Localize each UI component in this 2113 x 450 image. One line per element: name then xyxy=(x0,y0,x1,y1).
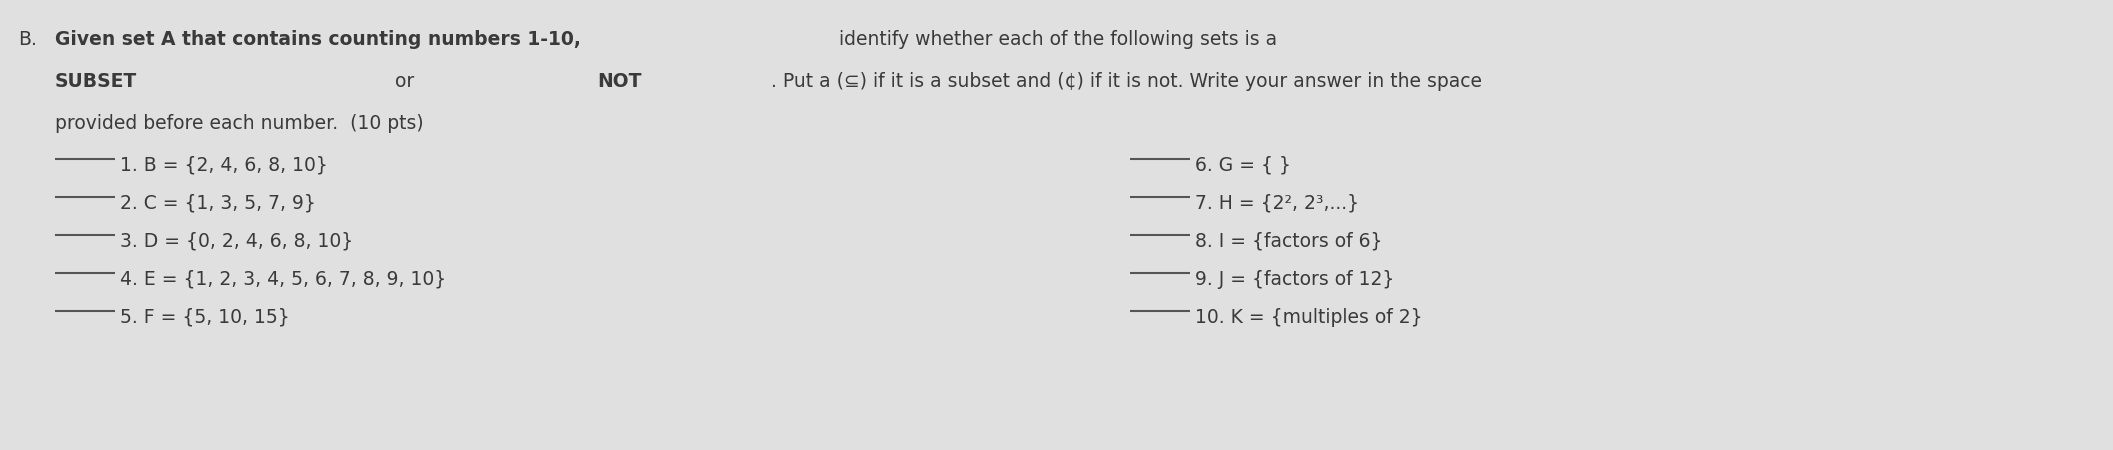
Text: 6. G = { }: 6. G = { } xyxy=(1196,156,1291,175)
Text: provided before each number.  (10 pts): provided before each number. (10 pts) xyxy=(55,114,423,133)
Text: 3. D = {0, 2, 4, 6, 8, 10}: 3. D = {0, 2, 4, 6, 8, 10} xyxy=(120,232,353,251)
Text: 4. E = {1, 2, 3, 4, 5, 6, 7, 8, 9, 10}: 4. E = {1, 2, 3, 4, 5, 6, 7, 8, 9, 10} xyxy=(120,270,446,289)
Text: NOT: NOT xyxy=(596,72,642,91)
Text: 5. F = {5, 10, 15}: 5. F = {5, 10, 15} xyxy=(120,308,289,327)
Text: or: or xyxy=(389,72,420,91)
Text: . Put a (⊆) if it is a subset and (¢) if it is not. Write your answer in the spa: . Put a (⊆) if it is a subset and (¢) if… xyxy=(771,72,1481,91)
Text: B.: B. xyxy=(19,30,36,49)
Text: 9. J = {factors of 12}: 9. J = {factors of 12} xyxy=(1196,270,1395,289)
Text: 2. C = {1, 3, 5, 7, 9}: 2. C = {1, 3, 5, 7, 9} xyxy=(120,194,315,213)
Text: 1. B = {2, 4, 6, 8, 10}: 1. B = {2, 4, 6, 8, 10} xyxy=(120,156,328,175)
Text: 8. I = {factors of 6}: 8. I = {factors of 6} xyxy=(1196,232,1382,251)
Text: 10. K = {multiples of 2}: 10. K = {multiples of 2} xyxy=(1196,308,1422,327)
Text: 7. H = {2², 2³,...}: 7. H = {2², 2³,...} xyxy=(1196,194,1359,213)
Text: Given set A that contains counting numbers 1-10,: Given set A that contains counting numbe… xyxy=(55,30,581,49)
Text: SUBSET: SUBSET xyxy=(55,72,137,91)
Text: identify whether each of the following sets is a: identify whether each of the following s… xyxy=(833,30,1276,49)
